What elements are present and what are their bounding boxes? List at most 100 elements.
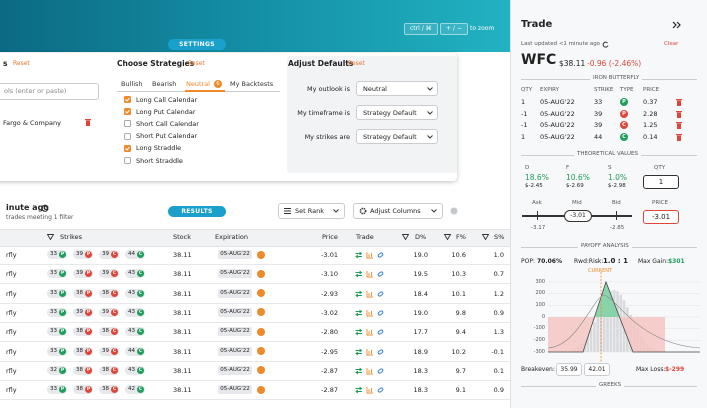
strategy-tab[interactable]: Bullish xyxy=(121,80,143,88)
s-pct: 0.7 xyxy=(493,270,504,279)
distribution-bar xyxy=(593,322,596,352)
columns-button[interactable] xyxy=(353,203,443,219)
expiration: 05-AUG'22 xyxy=(218,346,252,356)
reset-link[interactable]: Reset xyxy=(13,60,30,67)
distribution-bar xyxy=(619,294,623,352)
leg-qty: 1 xyxy=(521,132,526,141)
y-tick-label: 300 xyxy=(535,278,545,285)
qty-input[interactable]: 1 xyxy=(643,175,679,189)
strategy-name: rfly xyxy=(6,328,17,337)
column-header[interactable]: Stock xyxy=(173,233,191,241)
expiration: 05-AUG'22 xyxy=(218,250,252,259)
leg-price: 2.28 xyxy=(643,109,658,118)
s-pct: 1.3 xyxy=(493,328,504,337)
option-type: P xyxy=(59,308,66,316)
trade-actions[interactable] xyxy=(355,270,389,278)
d-pct: 17.7 xyxy=(413,328,428,337)
current-label: CURRENT xyxy=(588,268,613,274)
trash-icon[interactable] xyxy=(676,133,682,141)
checkbox[interactable] xyxy=(124,157,131,164)
default-select[interactable]: Neutral xyxy=(356,81,438,96)
checkbox[interactable] xyxy=(124,132,131,140)
theo-value: $-2.98 xyxy=(608,183,626,189)
settings-pill[interactable]: SETTINGS xyxy=(168,39,226,50)
reset-link[interactable]: Reset xyxy=(188,60,205,67)
d-pct: 18.9 xyxy=(413,347,428,356)
strike-chip: 44 C xyxy=(125,250,145,259)
theo-pct: 1.0% xyxy=(608,173,628,182)
pop-value: 70.06% xyxy=(537,258,562,265)
column-header[interactable]: Expiration xyxy=(215,233,248,241)
trade-actions[interactable] xyxy=(355,328,389,336)
refresh-icon[interactable] xyxy=(602,41,609,48)
option-type: P xyxy=(59,347,66,355)
trade-actions[interactable] xyxy=(355,386,389,394)
strike-chip: 38 C xyxy=(99,365,119,375)
panel-updated: Last updated <1 minute ago xyxy=(521,41,601,47)
chevron xyxy=(427,135,433,139)
trade-actions[interactable] xyxy=(355,348,389,356)
help-icon[interactable] xyxy=(450,207,458,215)
trash-icon[interactable] xyxy=(676,110,682,118)
d-pct: 18.3 xyxy=(413,366,428,375)
refresh-icon[interactable] xyxy=(41,204,49,212)
theo-label: S xyxy=(608,165,612,171)
column-header[interactable]: Price xyxy=(322,233,338,241)
y-tick-label: 100 xyxy=(535,301,545,308)
column-header[interactable]: F% xyxy=(456,233,466,241)
filter-icon[interactable] xyxy=(402,234,409,240)
leg-expiry: 05-AUG'22 xyxy=(540,121,575,129)
ask-label: Ask xyxy=(532,200,542,206)
checkbox[interactable] xyxy=(124,108,131,116)
trade-actions[interactable] xyxy=(355,309,389,317)
pop-label: POP: xyxy=(521,258,535,265)
price-change: -0.96 (-2.46%) xyxy=(587,59,642,68)
expiration: 05-AUG'22 xyxy=(218,327,252,337)
payoff-chart xyxy=(548,272,700,362)
strategy-tab[interactable]: Bearish xyxy=(152,80,177,88)
column-header[interactable]: D% xyxy=(415,233,427,241)
rank-button[interactable] xyxy=(278,203,345,219)
strike-chip: 39 P xyxy=(73,269,93,279)
option-type: C xyxy=(111,308,118,316)
reset-link[interactable]: Reset xyxy=(348,60,365,67)
symbol-input[interactable] xyxy=(0,83,99,100)
results-pill[interactable]: RESULTS xyxy=(168,206,226,217)
strategy-tab[interactable]: Neutral xyxy=(186,80,210,88)
clear-link[interactable]: Clear xyxy=(664,41,679,47)
f-pct: 10.6 xyxy=(451,251,466,259)
leg-header: STRIKE xyxy=(594,87,614,93)
column-header[interactable]: Strikes xyxy=(60,233,83,241)
filter-icon[interactable] xyxy=(47,234,54,240)
option-type: C xyxy=(137,366,144,374)
collapse-icon[interactable] xyxy=(672,21,681,29)
default-select[interactable]: Strategy Default xyxy=(356,129,438,144)
trash-icon[interactable] xyxy=(676,121,682,129)
strategy-tab[interactable]: My Backtests xyxy=(230,80,274,88)
default-select[interactable]: Strategy Default xyxy=(356,105,438,120)
option-type: C xyxy=(111,347,118,355)
filter-icon[interactable] xyxy=(482,234,489,240)
loss-area xyxy=(619,317,665,352)
price: -2.87 xyxy=(321,366,338,375)
trash-icon[interactable] xyxy=(85,118,91,126)
mid-handle[interactable]: -3.01 xyxy=(564,210,592,222)
trash-icon[interactable] xyxy=(676,98,682,106)
column-header[interactable]: Trade xyxy=(356,233,374,241)
chevron xyxy=(333,209,339,213)
checkbox[interactable] xyxy=(124,120,131,128)
price-input[interactable]: -3.01 xyxy=(643,210,679,224)
leg-expiry: 05-AUG'22 xyxy=(540,109,575,118)
leg-price: 0.14 xyxy=(643,132,658,141)
trade-actions[interactable] xyxy=(355,367,389,375)
strike-chip: 32 P xyxy=(47,365,67,375)
trade-actions[interactable] xyxy=(355,290,389,298)
strike-chip: 38 P xyxy=(73,327,93,337)
column-header[interactable]: S% xyxy=(494,233,505,241)
checkbox[interactable] xyxy=(124,144,131,152)
row-rule xyxy=(0,341,510,343)
trade-actions[interactable] xyxy=(355,251,389,259)
s-pct: 1.2 xyxy=(493,289,504,298)
checkbox[interactable] xyxy=(124,96,131,103)
filter-icon[interactable] xyxy=(444,234,451,240)
